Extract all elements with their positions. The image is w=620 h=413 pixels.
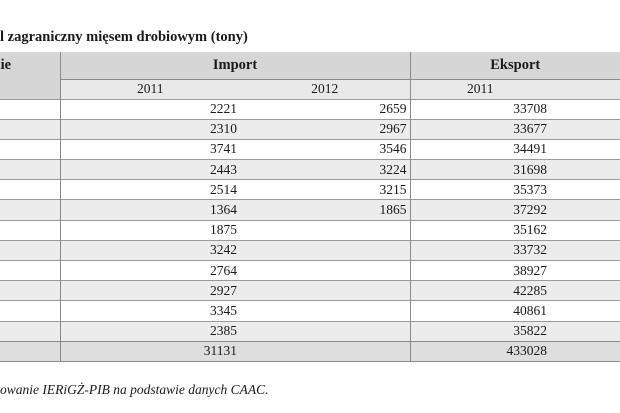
poultry-trade-table: nienie Import Eksport 2011 2012 2011 222…: [0, 52, 620, 362]
export-2012-cell: [550, 159, 620, 180]
export-2011-cell: 35162: [410, 219, 550, 241]
import-group-header: Import: [60, 52, 411, 79]
export-2012-cell: [550, 340, 620, 362]
export-2012-cell: [550, 98, 620, 120]
source-note: owanie IERiGŻ-PIB na podstawie danych CA…: [0, 382, 269, 397]
row-label: [0, 280, 61, 301]
row-label: [0, 219, 61, 241]
export-2011-cell: 33732: [410, 239, 550, 261]
import-2012-cell: [240, 320, 411, 342]
table-row: 3242 33732: [0, 239, 620, 261]
import-2012-cell: [240, 239, 411, 261]
row-label: [0, 320, 61, 342]
row-label: [0, 179, 61, 200]
table-row: 2514 3215 35373: [0, 179, 620, 200]
header-row-groups: nienie Import Eksport: [0, 52, 620, 79]
export-2012-cell: [550, 179, 620, 200]
export-2011-cell: 34491: [410, 138, 550, 160]
year-header-import-2011: 2011: [60, 78, 240, 99]
import-2011-cell: 3242: [60, 239, 240, 261]
export-2012-cell: [550, 138, 620, 160]
import-2011-cell: 2221: [60, 98, 240, 120]
year-header-export-2012: [550, 78, 620, 99]
import-2012-cell: 3546: [240, 138, 411, 160]
import-2011-cell: 2385: [60, 320, 240, 342]
import-2012-cell: [240, 340, 411, 362]
export-2011-cell: 33708: [410, 98, 550, 120]
row-label: [0, 239, 61, 261]
export-2011-cell: 38927: [410, 259, 550, 281]
import-2011-cell: 2310: [60, 118, 240, 140]
year-header-export-2011: 2011: [410, 78, 550, 99]
row-label: M: [0, 340, 61, 362]
table-row: 2443 3224 31698: [0, 159, 620, 180]
export-2011-cell: 35822: [410, 320, 550, 342]
import-2012-cell: [240, 280, 411, 301]
row-label: [0, 118, 61, 140]
header-row-years: 2011 2012 2011: [0, 78, 620, 99]
export-2012-cell: [550, 300, 620, 322]
export-2011-cell: 433028: [410, 340, 550, 362]
export-group-header: Eksport: [410, 52, 620, 79]
table-row: 2310 2967 33677: [0, 118, 620, 140]
import-2012-cell: 3215: [240, 179, 411, 200]
row-label: [0, 159, 61, 180]
row-label: [0, 300, 61, 322]
table-row: 2764 38927: [0, 259, 620, 281]
import-2011-cell: 3345: [60, 300, 240, 322]
table-row: 2221 2659 33708: [0, 98, 620, 120]
import-2011-cell: 1364: [60, 199, 240, 221]
export-2011-cell: 33677: [410, 118, 550, 140]
row-label: [0, 199, 61, 221]
table-row: 3345 40861: [0, 300, 620, 322]
import-2012-cell: 1865: [240, 199, 411, 221]
import-2012-cell: 2659: [240, 98, 411, 120]
table-row: 3741 3546 34491: [0, 138, 620, 160]
table-row: 2385 35822: [0, 320, 620, 342]
year-header-import-2012: 2012: [240, 78, 411, 99]
import-2012-cell: [240, 219, 411, 241]
export-2012-cell: [550, 239, 620, 261]
import-2012-cell: [240, 300, 411, 322]
export-2011-cell: 35373: [410, 179, 550, 200]
export-2012-cell: [550, 280, 620, 301]
import-2012-cell: 3224: [240, 159, 411, 180]
export-2012-cell: [550, 199, 620, 221]
export-2012-cell: [550, 320, 620, 342]
import-2011-cell: 2927: [60, 280, 240, 301]
table-body: 2221 2659 33708 2310 2967 33677 3741 3546 34491 2…: [0, 98, 620, 362]
import-2011-cell: 2764: [60, 259, 240, 281]
export-2011-cell: 31698: [410, 159, 550, 180]
total-row: M31131 433028: [0, 340, 620, 362]
import-2012-cell: 2967: [240, 118, 411, 140]
row-label: [0, 98, 61, 120]
label-column-header-continued: [0, 79, 61, 99]
import-2011-cell: 31131: [60, 340, 240, 362]
row-label: [0, 138, 61, 160]
export-2011-cell: 37292: [410, 199, 550, 221]
import-2012-cell: [240, 259, 411, 281]
table-row: 1875 35162: [0, 219, 620, 241]
row-label: [0, 259, 61, 281]
table-row: 1364 1865 37292: [0, 199, 620, 221]
import-2011-cell: 2443: [60, 159, 240, 180]
label-column-header: nienie: [0, 52, 61, 79]
table-row: 2927 42285: [0, 280, 620, 301]
export-2012-cell: [550, 219, 620, 241]
export-2012-cell: [550, 118, 620, 140]
export-2012-cell: [550, 259, 620, 281]
table-title: l zagraniczny mięsem drobiowym (tony): [0, 29, 248, 45]
import-2011-cell: 1875: [60, 219, 240, 241]
import-2011-cell: 2514: [60, 179, 240, 200]
export-2011-cell: 40861: [410, 300, 550, 322]
import-2011-cell: 3741: [60, 138, 240, 160]
export-2011-cell: 42285: [410, 280, 550, 301]
